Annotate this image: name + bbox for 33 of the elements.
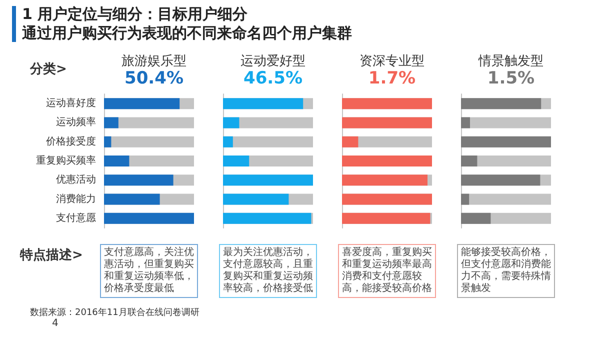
bar xyxy=(223,136,233,148)
text: 特点描述> xyxy=(20,247,83,264)
y-tick-label: 优惠活动 xyxy=(56,174,96,186)
chart-title: 资深专业型 xyxy=(360,54,424,69)
chart-subtitle: 50.4% xyxy=(124,68,184,88)
y-tick-label: 价格接受度 xyxy=(45,135,96,148)
bar xyxy=(342,136,358,148)
chart-subtitle: 46.5% xyxy=(244,68,302,88)
text: 喜爱度高，重复购买和重复运动频率最高消费和支付意愿较高，能接受较高价格 xyxy=(338,244,436,298)
text: 能够接受较高价格，但支付意愿和消费能力不高，需要特殊情景触发 xyxy=(457,244,555,298)
bar xyxy=(104,136,112,148)
text: 通过用户购买行为表现的不同来命名四个用户集群 xyxy=(22,24,352,43)
chart-subtitle: 1.7% xyxy=(368,68,416,88)
chart-subtitle: 1.5% xyxy=(487,68,535,88)
chart-title: 旅游娱乐型 xyxy=(122,54,186,69)
y-tick-label: 运动频率 xyxy=(56,116,96,128)
y-tick-label: 支付意愿 xyxy=(56,212,96,224)
source-note: 数据来源：2016年11月联合在线问卷调研 xyxy=(30,306,200,318)
bar xyxy=(461,117,470,128)
text: 分类> xyxy=(30,61,67,78)
text: 1 用户定位与细分：目标用户细分 xyxy=(22,5,248,24)
text: 最为关注优惠活动，支付意愿较高，且重复购买和重复运动频率较高，价格接受低 xyxy=(219,244,317,298)
chart-title: 情景触发型 xyxy=(478,54,544,69)
chart-title: 运动爱好型 xyxy=(240,54,306,69)
bar xyxy=(461,194,470,205)
y-tick-label: 消费能力 xyxy=(56,192,96,205)
bar xyxy=(223,117,240,128)
bar xyxy=(461,156,478,166)
text: 支付意愿高，关注优惠活动，但重复购买和重复运动频率低，价格承受度最低 xyxy=(100,244,198,298)
y-tick-label: 重复购买频率 xyxy=(36,154,96,166)
text: 4 xyxy=(52,318,58,329)
bar xyxy=(104,117,118,128)
y-tick-label: 运动喜好度 xyxy=(46,97,96,110)
